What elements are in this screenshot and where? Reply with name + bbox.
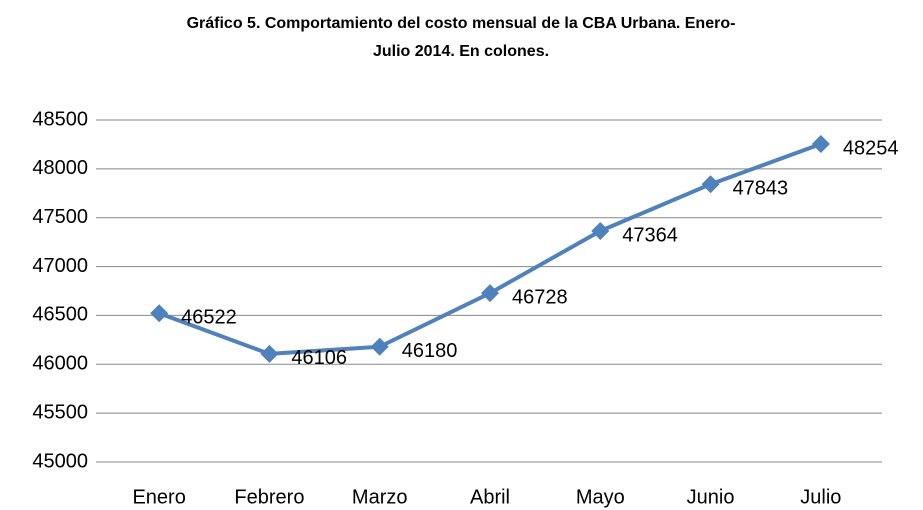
data-label: 46106 bbox=[291, 347, 347, 369]
series-line bbox=[158, 142, 822, 356]
y-tick-label: 45500 bbox=[32, 401, 88, 423]
data-point bbox=[701, 175, 720, 194]
chart-title: Julio 2014. En colones. bbox=[373, 43, 549, 60]
data-point bbox=[260, 344, 279, 363]
data-point bbox=[591, 222, 610, 241]
data-point bbox=[811, 135, 830, 154]
y-tick-label: 47000 bbox=[32, 255, 88, 277]
y-tick-label: 46500 bbox=[32, 304, 88, 326]
data-label: 47843 bbox=[733, 177, 789, 199]
data-point bbox=[150, 304, 169, 323]
x-tick-label: Julio bbox=[800, 486, 841, 508]
data-point bbox=[370, 337, 389, 356]
x-tick-label: Febrero bbox=[234, 486, 304, 508]
chart-title: Gráfico 5. Comportamiento del costo mens… bbox=[187, 15, 736, 32]
data-label: 48254 bbox=[843, 137, 899, 159]
x-tick-label: Marzo bbox=[352, 486, 408, 508]
y-tick-label: 48500 bbox=[32, 108, 88, 130]
data-label: 46180 bbox=[402, 340, 458, 362]
data-label: 46522 bbox=[181, 307, 237, 329]
x-tick-label: Enero bbox=[132, 486, 185, 508]
y-tick-label: 47500 bbox=[32, 206, 88, 228]
data-label: 46728 bbox=[512, 286, 568, 308]
data-point bbox=[481, 284, 499, 303]
y-tick-label: 46000 bbox=[32, 353, 88, 375]
x-tick-label: Junio bbox=[687, 486, 735, 508]
y-tick-label: 45000 bbox=[32, 450, 88, 472]
x-tick-label: Abril bbox=[470, 486, 510, 508]
data-label: 47364 bbox=[622, 224, 678, 246]
x-tick-label: Mayo bbox=[576, 486, 625, 508]
y-tick-label: 48000 bbox=[32, 157, 88, 179]
